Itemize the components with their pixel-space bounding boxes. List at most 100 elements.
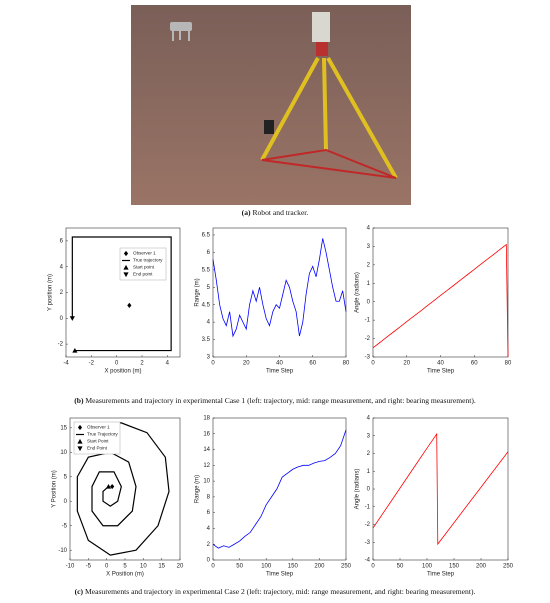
y-tick-label: 5 xyxy=(64,474,68,480)
marker xyxy=(127,302,132,308)
y-tick-label: -3 xyxy=(365,355,371,361)
x-axis-label: Time Step xyxy=(266,572,294,578)
x-axis-label: Time Step xyxy=(266,369,294,375)
x-tick-label: 150 xyxy=(449,564,460,570)
legend-label: True trajectory xyxy=(133,258,163,263)
x-tick-label: 20 xyxy=(243,361,250,367)
legend-marker xyxy=(77,446,83,452)
marker xyxy=(72,347,78,353)
y-tick-label: 2 xyxy=(367,262,371,268)
y-tick-label: 4 xyxy=(207,320,211,326)
marker xyxy=(105,483,112,489)
legend-label: End point xyxy=(133,272,153,277)
y-tick-label: 0 xyxy=(367,487,371,493)
legend-marker xyxy=(77,438,83,444)
y-tick-label: 2 xyxy=(367,451,371,457)
x-tick-label: 20 xyxy=(403,361,410,367)
x-axis-label: Time Step xyxy=(427,369,455,375)
legend-marker xyxy=(123,264,129,270)
y-tick-label: 4 xyxy=(367,416,371,422)
y-tick-label: -4 xyxy=(365,558,371,564)
plot-frame xyxy=(65,227,181,358)
y-tick-label: 3 xyxy=(367,244,371,250)
marker xyxy=(110,483,115,490)
x-tick-label: 0 xyxy=(371,564,375,570)
x-tick-label: 5 xyxy=(123,564,127,570)
y-tick-label: 8 xyxy=(207,494,211,500)
y-tick-label: 0 xyxy=(367,299,371,305)
x-tick-label: 50 xyxy=(397,564,404,570)
y-tick-label: 4 xyxy=(207,526,211,532)
y-tick-label: 4 xyxy=(367,226,371,232)
legend-marker xyxy=(123,272,129,278)
y-tick-label: 5 xyxy=(207,285,211,291)
y-tick-label: 4.5 xyxy=(202,302,211,308)
x-tick-label: 0 xyxy=(211,564,215,570)
y-tick-label: 0 xyxy=(207,558,211,564)
y-axis-label: Angle (radians) xyxy=(355,272,361,313)
y-axis-label: Angle (radians) xyxy=(355,469,361,510)
y-tick-label: 14 xyxy=(203,447,210,453)
x-axis-label: Time Step xyxy=(427,572,455,578)
y-tick-label: 3 xyxy=(367,433,371,439)
x-tick-label: 20 xyxy=(177,564,184,570)
x-tick-label: 80 xyxy=(343,361,350,367)
plot-frame xyxy=(212,417,347,561)
y-tick-label: -10 xyxy=(58,548,67,554)
x-tick-label: 100 xyxy=(261,564,272,570)
data-line xyxy=(71,236,172,352)
data-line xyxy=(212,238,347,338)
y-tick-label: 6 xyxy=(207,510,211,516)
y-axis-label: Range (m) xyxy=(195,475,201,503)
marker xyxy=(69,316,75,321)
x-tick-label: 4 xyxy=(166,361,170,367)
legend-label: Start Point xyxy=(87,439,109,444)
y-tick-label: 18 xyxy=(203,416,210,422)
y-tick-label: 6 xyxy=(60,238,64,244)
y-tick-label: -2 xyxy=(365,522,371,528)
x-tick-label: 250 xyxy=(503,564,514,570)
x-tick-label: 200 xyxy=(476,564,487,570)
y-tick-label: 6.5 xyxy=(202,233,211,239)
y-tick-label: 1 xyxy=(367,281,371,287)
y-tick-label: 10 xyxy=(203,479,210,485)
x-tick-label: 0 xyxy=(371,361,375,367)
x-tick-label: 60 xyxy=(471,361,478,367)
caption-text: Measurements and trajectory in experimen… xyxy=(85,396,476,405)
x-axis-label: X Position (m) xyxy=(106,572,144,578)
x-tick-label: 60 xyxy=(309,361,316,367)
plot-frame xyxy=(372,417,509,561)
y-tick-label: -3 xyxy=(365,540,371,546)
y-tick-label: 4 xyxy=(60,264,64,270)
x-tick-label: 10 xyxy=(140,564,147,570)
y-tick-label: 10 xyxy=(60,450,67,456)
plot-frame xyxy=(372,227,509,358)
y-tick-label: 1 xyxy=(367,469,371,475)
legend-label: Observer 1 xyxy=(133,251,156,256)
caption-c: (c) Measurements and trajectory in exper… xyxy=(0,587,550,596)
x-tick-label: 100 xyxy=(422,564,433,570)
legend-label: Start point xyxy=(133,265,155,270)
legend-label: Observer 1 xyxy=(87,425,110,430)
x-tick-label: 15 xyxy=(158,564,165,570)
y-tick-label: -2 xyxy=(365,336,371,342)
y-tick-label: 2 xyxy=(60,290,64,296)
y-tick-label: 3.5 xyxy=(202,337,211,343)
x-tick-label: 50 xyxy=(236,564,243,570)
x-tick-label: -5 xyxy=(86,564,92,570)
caption-label: (a) xyxy=(241,208,251,217)
x-tick-label: -4 xyxy=(63,361,69,367)
caption-b: (b) Measurements and trajectory in exper… xyxy=(0,396,550,405)
y-tick-label: 2 xyxy=(207,542,211,548)
legend-label: True Trajectory xyxy=(87,432,118,437)
x-tick-label: 2 xyxy=(140,361,144,367)
x-tick-label: -2 xyxy=(89,361,95,367)
y-tick-label: 0 xyxy=(64,499,68,505)
data-line xyxy=(212,429,347,549)
x-tick-label: 250 xyxy=(341,564,352,570)
y-axis-label: Y Position (m) xyxy=(52,470,58,508)
y-tick-label: 16 xyxy=(203,431,210,437)
x-tick-label: 80 xyxy=(505,361,512,367)
data-line xyxy=(372,243,509,358)
